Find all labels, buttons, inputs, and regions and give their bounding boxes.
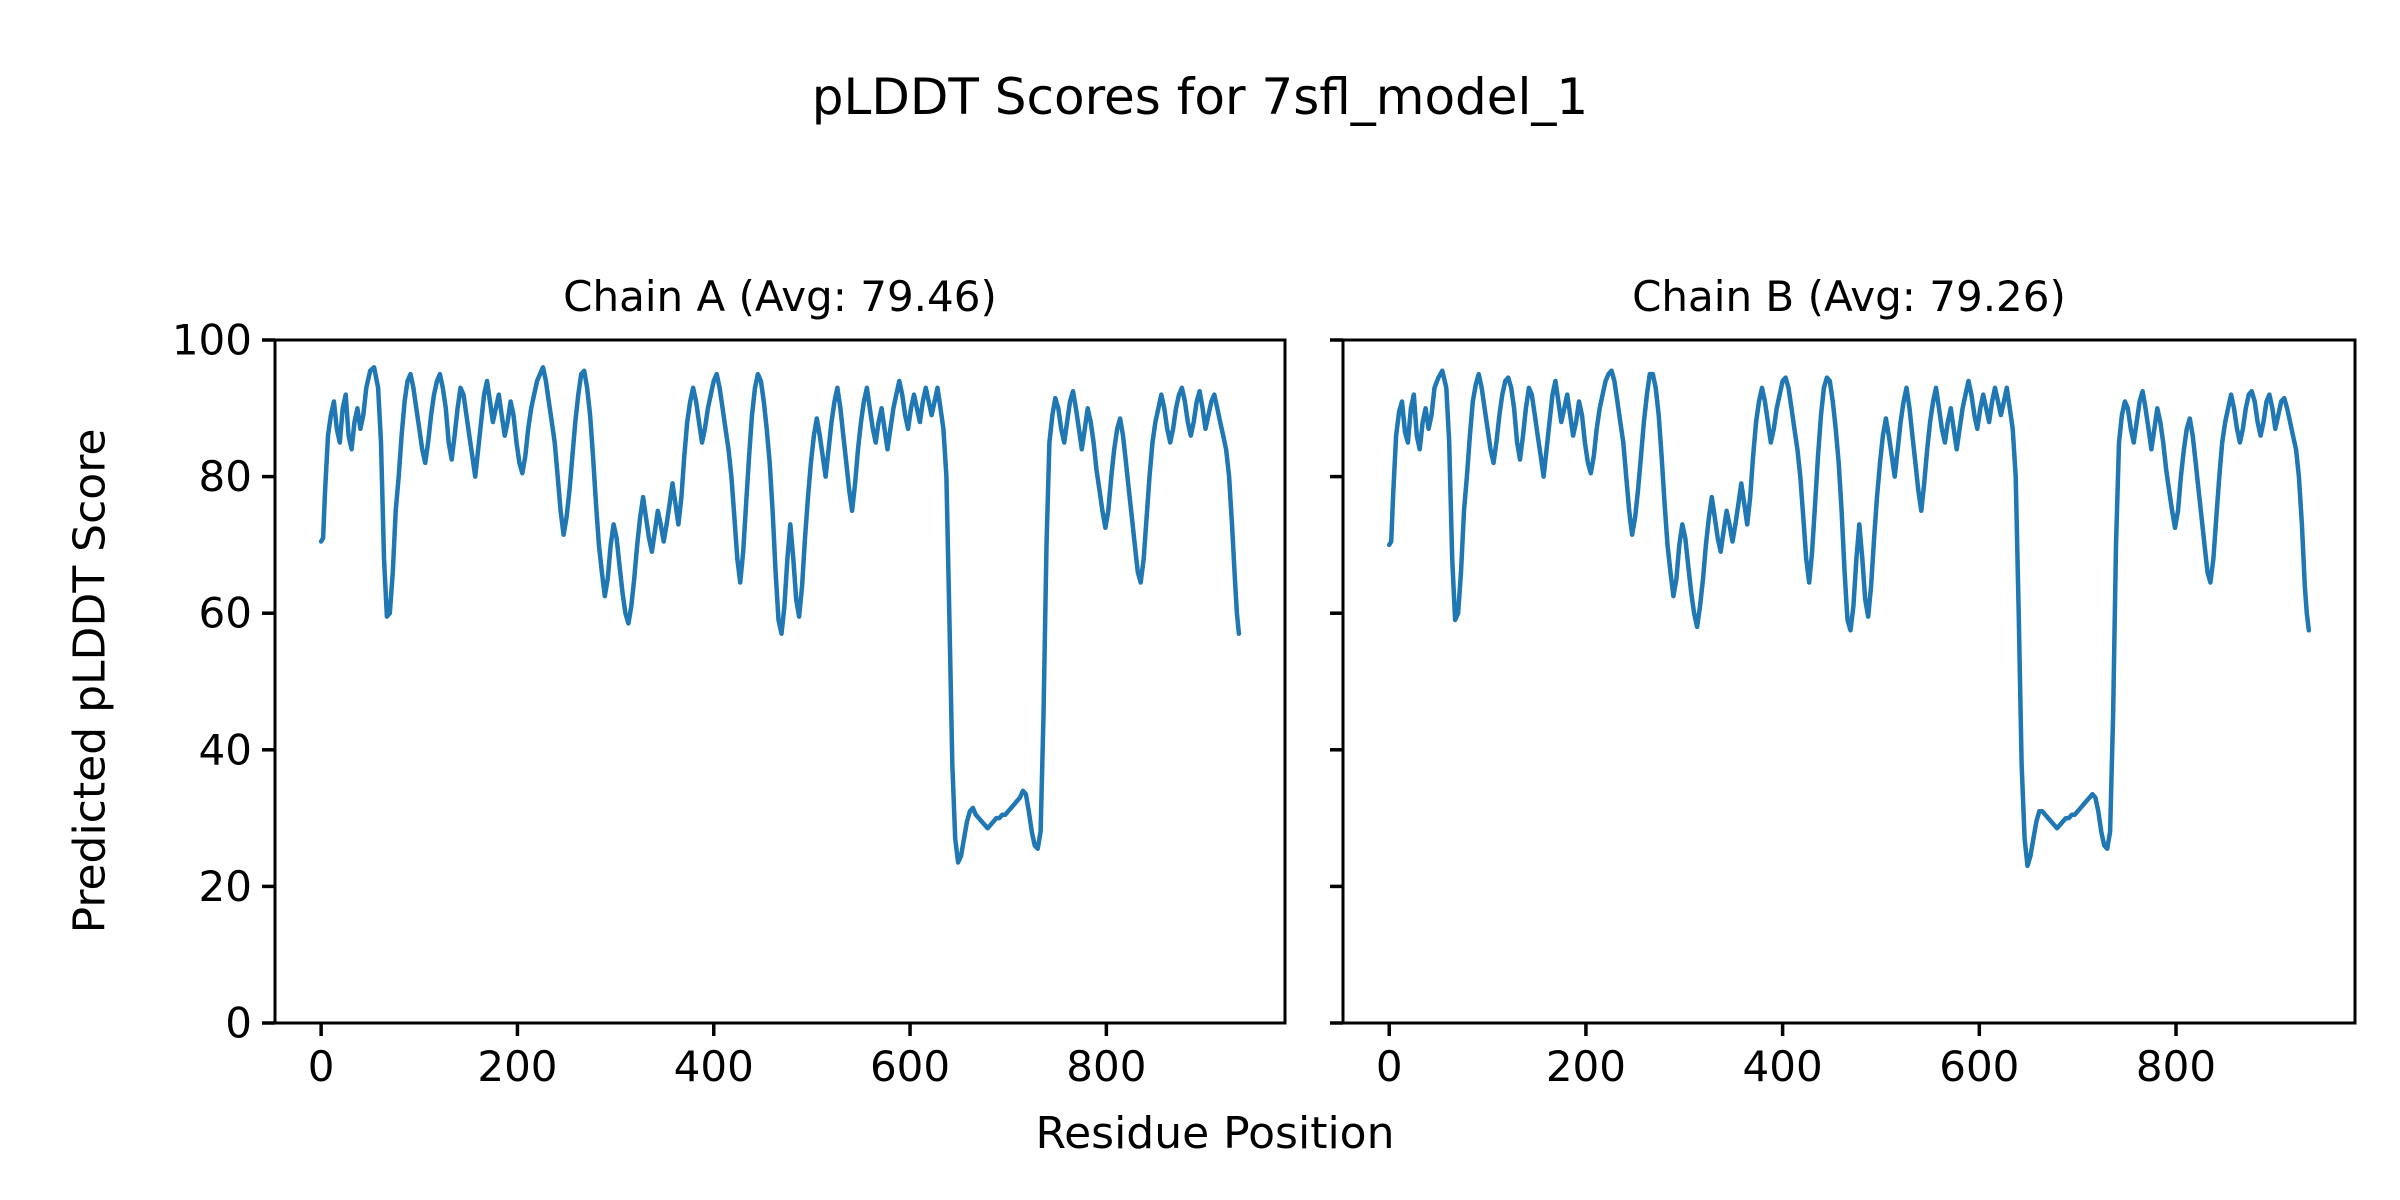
subplot-title-chain-b: Chain B (Avg: 79.26) bbox=[1632, 272, 2066, 321]
x-tick-label: 200 bbox=[1546, 1042, 1626, 1091]
x-tick-label: 400 bbox=[674, 1042, 754, 1091]
axes-frame bbox=[1341, 338, 2357, 1025]
x-tick-label: 0 bbox=[1376, 1042, 1403, 1091]
y-tick-label: 0 bbox=[225, 999, 252, 1048]
x-tick-label: 600 bbox=[870, 1042, 950, 1091]
subplot-title-chain-a: Chain A (Avg: 79.46) bbox=[563, 272, 997, 321]
x-tick-label: 400 bbox=[1743, 1042, 1823, 1091]
axes-frame bbox=[273, 338, 1287, 1025]
figure-title: pLDDT Scores for 7sfl_model_1 bbox=[811, 68, 1589, 126]
x-tick-label: 600 bbox=[1939, 1042, 2019, 1091]
x-tick-label: 800 bbox=[2136, 1042, 2216, 1091]
x-tick-label: 200 bbox=[477, 1042, 557, 1091]
y-tick-label: 40 bbox=[199, 725, 252, 774]
y-tick-label: 80 bbox=[199, 452, 252, 501]
subplot-chain-b: 0 200 400 600 800 bbox=[1330, 338, 2357, 1091]
y-tick-label: 100 bbox=[172, 316, 252, 365]
x-tick-label: 800 bbox=[1066, 1042, 1146, 1091]
plddt-line-chain-b bbox=[1386, 368, 2312, 869]
subplot-chain-a: 0 200 400 600 800 0 20 40 60 80 100 bbox=[172, 316, 1287, 1091]
plddt-line-chain-a bbox=[318, 365, 1242, 865]
y-tick-label: 20 bbox=[199, 862, 252, 911]
y-tick-label: 60 bbox=[199, 589, 252, 638]
x-tick-label: 0 bbox=[308, 1042, 335, 1091]
x-axis-label: Residue Position bbox=[1035, 1108, 1395, 1159]
